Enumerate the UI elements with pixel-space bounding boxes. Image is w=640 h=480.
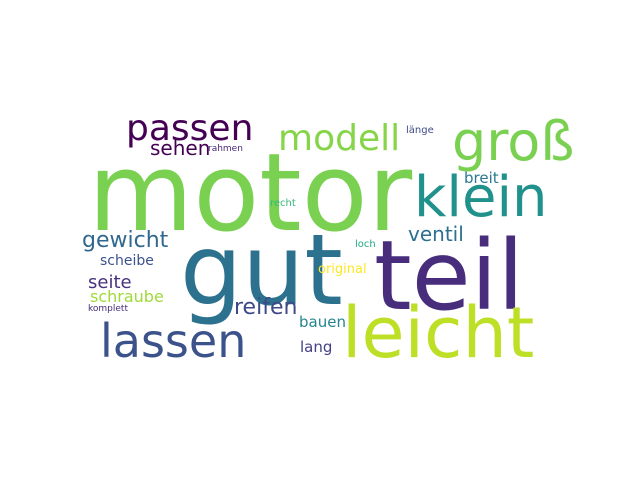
word-sehen: sehen (150, 136, 211, 160)
word-loch: loch (355, 239, 376, 250)
word-recht: recht (270, 198, 296, 209)
word-ventil: ventil (408, 222, 464, 246)
word-bauen: bauen (299, 313, 346, 331)
word-scheibe: scheibe (100, 253, 154, 269)
word-klein: klein (414, 165, 548, 230)
word-breit: breit (464, 169, 499, 187)
word-original: original (318, 262, 367, 277)
word-gut: gut (180, 214, 343, 328)
word-rahmen: rahmen (208, 144, 243, 154)
word-motor: motor (88, 131, 413, 256)
word-laenge: länge (406, 125, 434, 136)
word-gross: groß (452, 110, 575, 173)
word-seite: seite (88, 272, 132, 293)
word-modell: modell (278, 118, 401, 159)
word-teil: teil (374, 220, 525, 332)
word-lang: lang (300, 338, 333, 356)
word-gewicht: gewicht (82, 228, 169, 253)
word-schraube: schraube (90, 287, 164, 306)
word-komplett: komplett (88, 304, 128, 314)
word-leicht: leicht (342, 292, 535, 374)
word-passen: passen (126, 108, 254, 149)
word-lassen: lassen (100, 314, 247, 368)
word-reifen: reifen (234, 295, 298, 320)
